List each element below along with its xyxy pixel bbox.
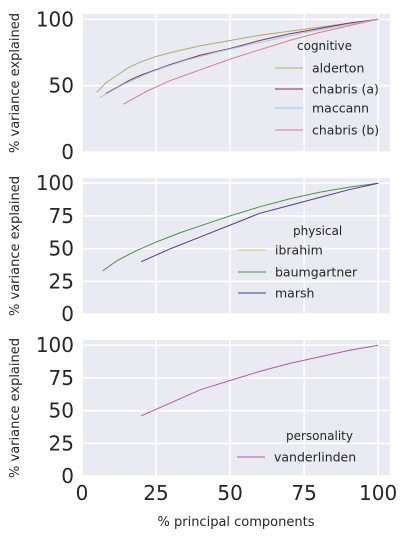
y-tick-label: 50	[49, 237, 74, 261]
legend-label: maccann	[312, 101, 369, 116]
y-tick-label: 75	[49, 204, 74, 228]
legend-label: baumgartner	[275, 265, 358, 280]
series-line-chabris-b-	[123, 18, 379, 105]
y-axis-label: % variance explained	[8, 176, 23, 316]
y-tick-label: 0	[61, 302, 74, 326]
y-tick-label: 0	[61, 140, 74, 164]
plot-area	[82, 340, 390, 476]
legend-label: ibrahim	[275, 243, 323, 258]
subplot-3: 0 25 50 75 100 0 25 50 75 100 % variance explained…	[8, 333, 397, 530]
y-tick-label: 50	[49, 74, 74, 98]
plot-area	[82, 178, 390, 314]
plot-area	[82, 14, 390, 152]
legend-label: vanderlinden	[274, 450, 356, 465]
legend: cognitive alderton chabris (a) maccann chabr…	[275, 39, 379, 138]
y-tick-label: 50	[49, 399, 74, 423]
y-tick-label: 75	[49, 366, 74, 390]
x-tick-label: 25	[143, 481, 168, 505]
y-tick-label: 100	[36, 171, 74, 195]
subplot-1: 0 50 100 % variance explained cognitive alder…	[8, 7, 390, 164]
x-tick-label: 75	[291, 481, 316, 505]
series-line-vanderlinden	[140, 344, 379, 417]
legend-title: physical	[293, 224, 342, 238]
subplot-2: 0 25 50 75 100 % variance explained physical ib…	[8, 171, 390, 326]
series-line-chabris-a-	[105, 18, 379, 95]
series-line-baumgartner	[102, 182, 379, 272]
y-axis-label: % variance explained	[8, 338, 23, 478]
legend: personality vanderlinden	[237, 429, 356, 465]
series-line-alderton	[96, 18, 379, 93]
legend-label: chabris (a)	[312, 82, 379, 97]
y-tick-label: 25	[49, 269, 74, 293]
y-tick-label: 100	[36, 7, 74, 31]
y-tick-label: 0	[61, 464, 74, 488]
series-line-maccann	[99, 18, 379, 99]
legend-title: personality	[286, 429, 353, 443]
legend-label: marsh	[275, 286, 314, 301]
legend: physical ibrahim baumgartner marsh	[238, 224, 358, 301]
legend-label: chabris (b)	[312, 123, 379, 138]
x-axis-label: % principal components	[158, 515, 315, 530]
legend-title: cognitive	[297, 39, 352, 53]
legend-label: alderton	[312, 61, 364, 76]
series-line-marsh	[140, 182, 379, 263]
y-axis-label: % variance explained	[8, 13, 23, 153]
x-tick-label: 50	[217, 481, 242, 505]
y-tick-label: 100	[36, 333, 74, 357]
x-tick-label: 0	[76, 481, 89, 505]
y-tick-label: 25	[49, 431, 74, 455]
x-tick-label: 100	[359, 481, 397, 505]
